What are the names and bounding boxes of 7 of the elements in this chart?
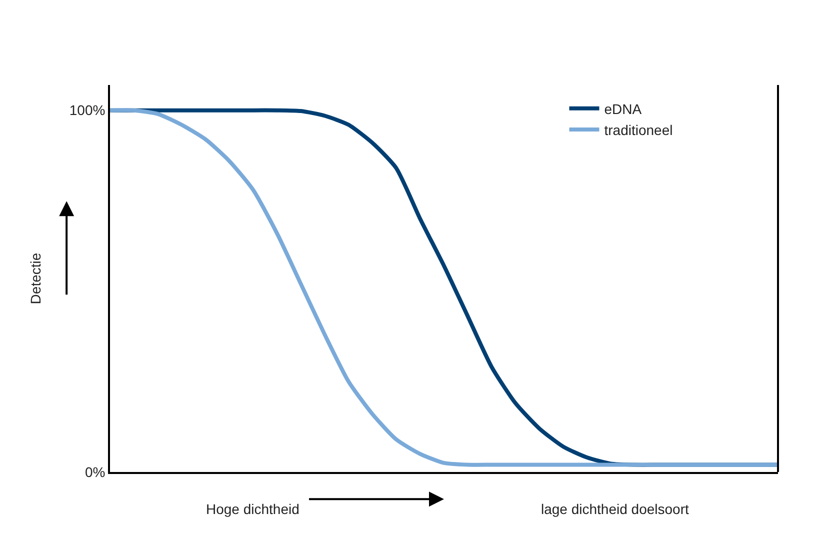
text: lage dichtheid doelsoort [541, 501, 689, 517]
legend-label: eDNA [604, 100, 642, 117]
y-axis-title: Detectie [27, 252, 44, 304]
text: Hoge dichtheid [206, 501, 300, 517]
y-tick-label: 0% [84, 464, 106, 480]
legend-label: traditioneel [604, 122, 673, 138]
y-tick-label: 100% [69, 102, 106, 118]
